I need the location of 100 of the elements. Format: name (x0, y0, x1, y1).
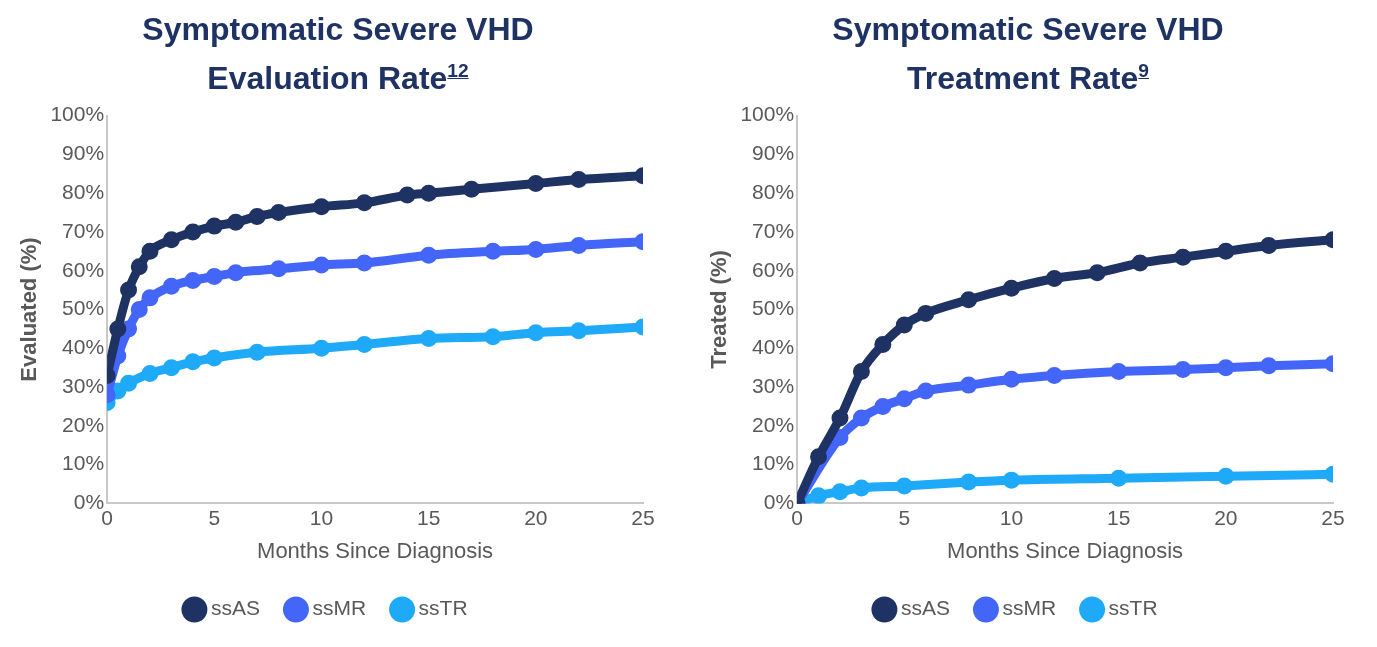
x-tick-label: 20 (524, 505, 548, 529)
point (109, 320, 127, 338)
point (1260, 237, 1278, 255)
point (270, 260, 288, 278)
point (960, 473, 978, 491)
point (205, 268, 223, 286)
point (420, 246, 438, 264)
point (162, 277, 180, 295)
x-tick-label: 25 (631, 505, 655, 529)
point (1088, 264, 1106, 282)
y-tick-label: 40% (62, 335, 105, 359)
point (484, 242, 502, 260)
y-tick-label: 60% (752, 257, 795, 281)
point (1217, 467, 1235, 485)
point (852, 409, 870, 427)
point (184, 223, 202, 241)
point (484, 328, 502, 346)
legend-label: ssTR (1108, 596, 1158, 620)
y-tick-label: 30% (752, 373, 795, 397)
point (184, 353, 202, 371)
point (205, 349, 223, 367)
y-axis-title: Treated (%) (706, 250, 732, 369)
y-tick-label: 10% (752, 451, 795, 475)
point (141, 242, 159, 260)
point (960, 376, 978, 394)
point (141, 364, 159, 382)
y-tick-label: 70% (752, 218, 795, 242)
point (1174, 248, 1192, 266)
y-tick-label: 100% (740, 102, 795, 126)
chart-title: Symptomatic Severe VHD Treatment Rate$^{9}$ (831, 10, 1225, 98)
point (852, 479, 870, 497)
y-tick-label: 20% (752, 412, 795, 436)
point (1110, 469, 1128, 487)
point (420, 330, 438, 348)
point (248, 343, 266, 361)
point (120, 281, 138, 299)
y-tick-label: 50% (752, 296, 795, 320)
y-tick-label: 90% (62, 141, 105, 165)
x-axis-title: Months Since Diagnosis (947, 537, 1184, 563)
legend-label: ssMR (312, 596, 367, 620)
point (831, 409, 849, 427)
x-tick-label: 5 (898, 505, 911, 529)
point (527, 324, 545, 342)
point (162, 359, 180, 377)
x-tick-label: 20 (1214, 505, 1238, 529)
y-tick-label: 30% (62, 373, 105, 397)
x-tick-label: 10 (309, 505, 334, 529)
y-tick-label: 10% (62, 451, 105, 475)
point (895, 316, 913, 334)
y-tick-label: 100% (50, 102, 105, 126)
point (831, 483, 849, 501)
y-tick-label: 40% (752, 335, 795, 359)
point (1002, 471, 1020, 489)
point (570, 322, 588, 340)
point (227, 213, 245, 231)
point (527, 240, 545, 258)
y-tick-label: 70% (62, 218, 105, 242)
point (355, 194, 373, 212)
point (205, 217, 223, 235)
point (917, 304, 935, 322)
point (1045, 366, 1063, 384)
x-tick-label: 15 (1106, 505, 1131, 529)
point (312, 198, 330, 216)
point (398, 186, 416, 204)
legend-label: ssAS (210, 596, 260, 620)
y-tick-label: 50% (62, 296, 105, 320)
point (917, 382, 935, 400)
point (895, 390, 913, 408)
x-tick-label: 10 (999, 505, 1024, 529)
point (184, 271, 202, 289)
point (248, 207, 266, 225)
point (1217, 359, 1235, 377)
point (831, 428, 849, 446)
point (120, 374, 138, 392)
point (463, 180, 481, 198)
y-axis-title: Evaluated (%) (16, 237, 42, 382)
point (895, 477, 913, 495)
point (1045, 269, 1063, 287)
y-tick-label: 60% (62, 257, 105, 281)
point (570, 237, 588, 255)
point (1131, 254, 1149, 272)
point (162, 231, 180, 249)
legend-label: ssAS (900, 596, 950, 620)
point (1217, 242, 1235, 260)
x-tick-label: 25 (1321, 505, 1345, 529)
point (227, 264, 245, 282)
point (130, 301, 148, 318)
point (312, 256, 330, 274)
point (1260, 357, 1278, 375)
legend-label: ssTR (418, 596, 468, 620)
point (810, 448, 828, 466)
x-tick-label: 15 (416, 505, 441, 529)
point (312, 339, 330, 357)
y-tick-label: 80% (62, 179, 105, 203)
point (1002, 370, 1020, 388)
point (270, 204, 288, 222)
y-tick-label: 20% (62, 412, 105, 436)
point (1110, 363, 1128, 381)
y-tick-label: 90% (752, 141, 795, 165)
point (1002, 279, 1020, 297)
